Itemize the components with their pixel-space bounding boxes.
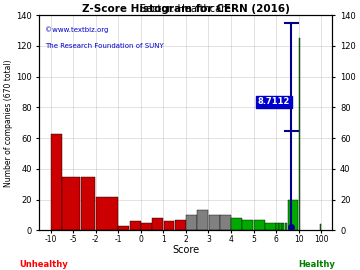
Text: Unhealthy: Unhealthy [19,260,68,269]
Bar [118,226,129,231]
Bar [96,197,118,231]
Bar [163,221,175,231]
Bar [62,177,80,231]
Y-axis label: Number of companies (670 total): Number of companies (670 total) [4,59,13,187]
Bar [242,220,253,231]
Bar [299,38,300,231]
Bar [130,221,141,231]
Bar [175,220,186,231]
Bar [220,215,231,231]
Bar [320,224,321,231]
Text: ©www.textbiz.org: ©www.textbiz.org [45,26,109,33]
Title: Z-Score Histogram for CERN (2016): Z-Score Histogram for CERN (2016) [82,4,290,14]
Text: Sector: Healthcare: Sector: Healthcare [140,4,231,14]
Bar [282,223,284,231]
Bar [208,215,220,231]
Bar [152,218,163,231]
Bar [197,211,208,231]
Text: 8.7112: 8.7112 [257,97,290,106]
Bar [51,134,62,231]
Bar [279,223,282,231]
Bar [288,200,298,231]
Text: Healthy: Healthy [298,260,335,269]
Bar [141,223,152,231]
Bar [231,218,242,231]
X-axis label: Score: Score [172,245,199,255]
Bar [265,223,276,231]
Bar [284,223,287,231]
Bar [186,215,197,231]
Bar [276,223,279,231]
Bar [254,220,265,231]
Text: The Research Foundation of SUNY: The Research Foundation of SUNY [45,43,164,49]
Bar [81,177,95,231]
